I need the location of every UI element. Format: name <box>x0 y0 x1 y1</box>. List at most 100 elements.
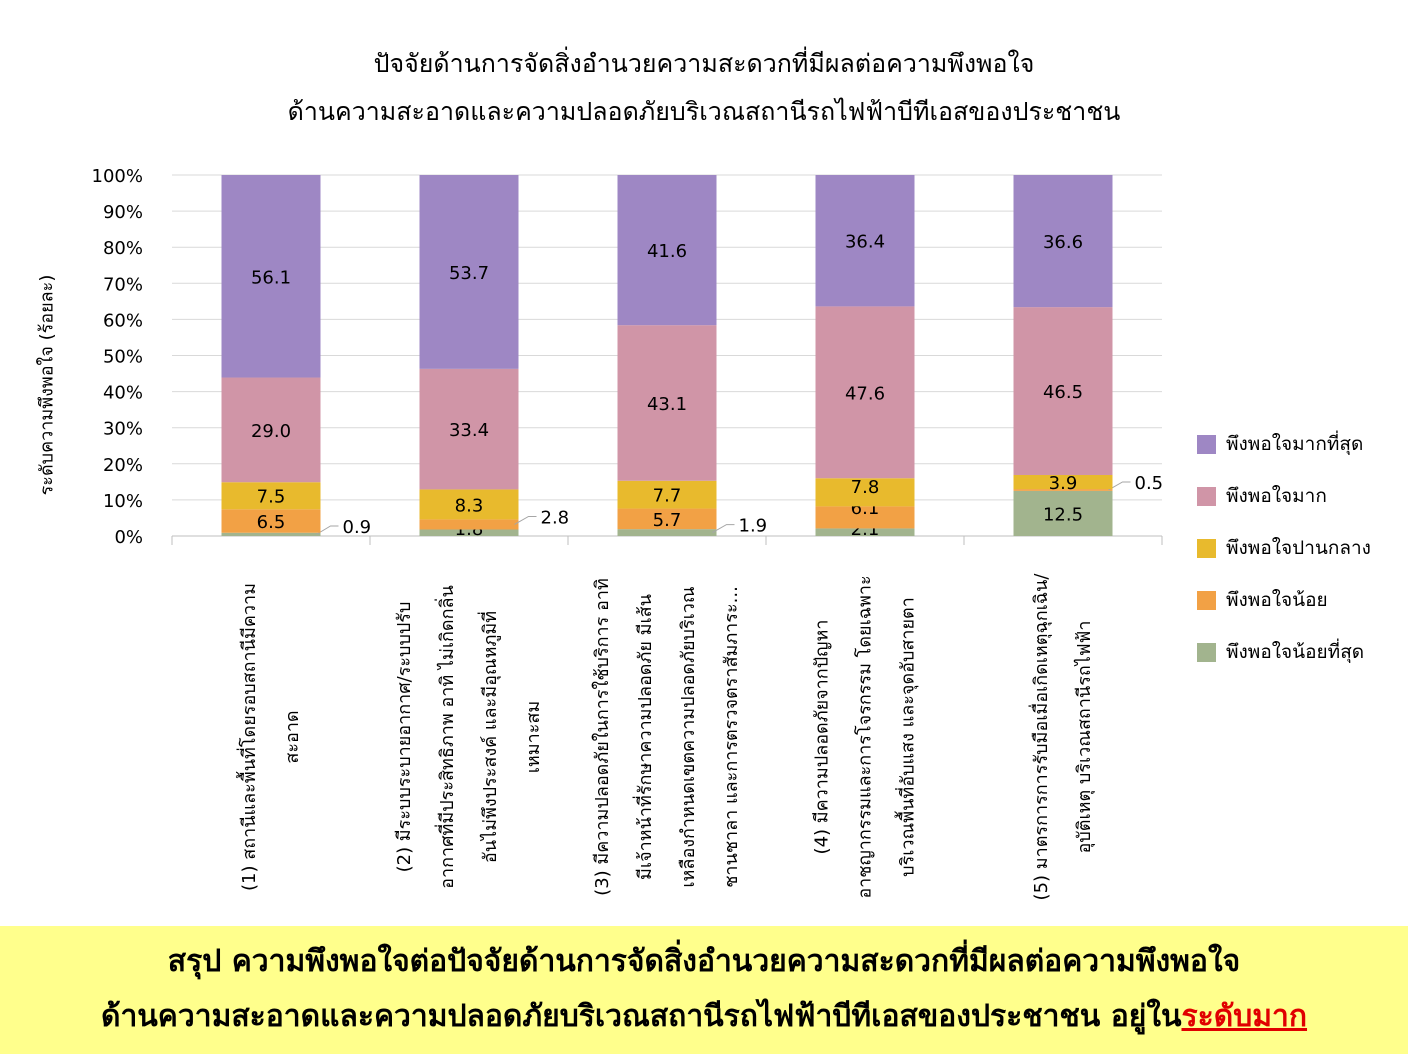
data-label: 8.3 <box>455 495 484 516</box>
x-category-label-line: เหมาะสม <box>523 700 544 774</box>
data-label: 0.9 <box>343 517 372 538</box>
callout-line <box>712 524 735 534</box>
bar-segment <box>419 519 519 530</box>
x-category-label-line: บริเวณพื้นที่อับแสง และจุดอับสายตา <box>897 597 919 877</box>
y-tick-label: 70% <box>103 274 143 295</box>
data-label: 46.5 <box>1043 382 1083 403</box>
y-tick-label: 80% <box>103 238 143 259</box>
legend-label: พึงพอใจมาก <box>1226 485 1327 507</box>
legend-swatch <box>1197 538 1216 558</box>
bar-segment <box>419 368 519 490</box>
summary-highlight: ระดับมาก <box>1181 999 1308 1034</box>
bar-segment <box>221 532 321 536</box>
legend-label: พึงพอใจมากที่สุด <box>1226 433 1364 455</box>
summary-line-2-text: ด้านความสะอาดและความปลอดภัยบริเวณสถานีรถ… <box>100 999 1182 1034</box>
bar-segment <box>617 529 717 536</box>
x-category-label-line: มีเจ้าหน้าที่รักษาความปลอดภัย มีเส้น <box>635 594 656 880</box>
y-tick-label: 90% <box>103 202 143 223</box>
data-label: 41.6 <box>647 241 687 262</box>
legend-swatch <box>1197 642 1216 662</box>
data-label: 7.8 <box>851 477 880 498</box>
x-category-label: (3) มีความปลอดภัยในการใช้บริการ อาทิ มีเจ… <box>581 554 753 920</box>
y-tick-label: 100% <box>92 166 143 187</box>
y-tick-label: 30% <box>103 419 143 440</box>
x-category-label-line: เหลืองกำหนดเขตความปลอดภัยบริเวณ <box>678 586 699 888</box>
data-label: 3.9 <box>1049 473 1078 494</box>
legend-item: พึงพอใจปานกลาง <box>1197 522 1371 574</box>
x-category-label-line: อันไม่พึงประสงค์ และมีอุณหภูมิที่ <box>480 610 501 864</box>
data-label: 12.5 <box>1043 504 1083 525</box>
legend-swatch <box>1197 434 1216 454</box>
data-label: 7.7 <box>653 486 682 507</box>
legend-swatch <box>1197 486 1216 506</box>
bar-segment <box>815 506 915 529</box>
bar-segment <box>617 480 717 509</box>
bar-segment <box>617 325 717 481</box>
legend: พึงพอใจมากที่สุดพึงพอใจมากพึงพอใจปานกลาง… <box>1197 418 1371 678</box>
bar-segment <box>815 306 915 479</box>
x-category-label-line: (5) มาตรการการรับมือเมื่อเกิดเหตุฉุกเฉิน… <box>1031 573 1052 901</box>
y-tick-label: 50% <box>103 347 143 368</box>
callout-line <box>316 525 339 535</box>
data-label: 6.5 <box>257 512 286 533</box>
summary-line-1: สรุป ความพึงพอใจต่อปัจจัยด้านการจัดสิ่งอ… <box>167 944 1241 979</box>
y-tick-label: 10% <box>103 491 143 512</box>
x-category-label-line: อาชญากรรมและการโจรกรรม โดยเฉพาะ <box>854 575 876 899</box>
bar-segment <box>1013 489 1113 491</box>
summary-banner: สรุป ความพึงพอใจต่อปัจจัยด้านการจัดสิ่งอ… <box>0 926 1408 1054</box>
bar-segment <box>617 508 717 530</box>
x-category-label-line: อากาศที่มีประสิทธิภาพ อาทิ ไม่เกิดกลิ่น <box>437 585 458 889</box>
legend-label: พึงพอใจน้อย <box>1226 589 1328 611</box>
data-label: 2.8 <box>541 507 570 528</box>
legend-label: พึงพอใจปานกลาง <box>1226 537 1371 559</box>
bar-segment <box>221 482 321 510</box>
bar-segment <box>221 377 321 483</box>
bar-segment <box>419 489 519 520</box>
legend-swatch <box>1197 590 1216 610</box>
x-category-label-line: (1) สถานีและพื้นที่โดยรอบสถานีมีความ <box>239 583 260 891</box>
bar-segment <box>1013 175 1113 308</box>
callout-line <box>1108 481 1131 491</box>
data-label: 0.5 <box>1135 473 1164 494</box>
bar-segment <box>419 175 519 369</box>
data-label: 29.0 <box>251 421 291 442</box>
x-category-label: (4) มีความปลอดภัยจากปัญหา อาชญากรรมและการ… <box>801 554 930 920</box>
legend-item: พึงพอใจมาก <box>1197 470 1371 522</box>
x-category-label: (2) มีระบบระบายอากาศ/ระบบปรับ อากาศที่มีป… <box>383 554 555 920</box>
bar-segment <box>617 175 717 326</box>
chart-title-line-2: ด้านความสะอาดและความปลอดภัยบริเวณสถานีรถ… <box>287 97 1121 126</box>
legend-item: พึงพอใจมากที่สุด <box>1197 418 1371 470</box>
data-label: 33.4 <box>449 420 489 441</box>
x-category-label: (5) มาตรการการรับมือเมื่อเกิดเหตุฉุกเฉิน… <box>1020 554 1106 920</box>
legend-item: พึงพอใจน้อย <box>1197 574 1371 626</box>
data-label: 36.4 <box>845 232 885 253</box>
x-category-label-line: ชานชาลา และการตรวจตราสัมภาระ... <box>721 586 742 888</box>
x-category-label: (1) สถานีและพื้นที่โดยรอบสถานีมีความ สะอา… <box>228 554 314 920</box>
data-label: 47.6 <box>845 383 885 404</box>
data-label: 43.1 <box>647 394 687 415</box>
y-tick-label: 0% <box>114 527 143 548</box>
bar-segment <box>1013 474 1113 490</box>
bar-segment <box>1013 307 1113 475</box>
legend-label: พึงพอใจน้อยที่สุด <box>1226 641 1365 663</box>
data-label: 53.7 <box>449 263 489 284</box>
x-category-label-line: อุบัติเหตุ บริเวณสถานีรถไฟฟ้า <box>1074 620 1095 854</box>
data-label: 5.7 <box>653 510 682 531</box>
bar-segment <box>1013 490 1113 536</box>
bar-segment <box>221 175 321 378</box>
y-tick-label: 40% <box>103 383 143 404</box>
bar-segment <box>815 175 915 307</box>
summary-line-2: ด้านความสะอาดและความปลอดภัยบริเวณสถานีรถ… <box>0 989 1408 1044</box>
x-category-label-line: (2) มีระบบระบายอากาศ/ระบบปรับ <box>394 601 415 873</box>
callout-line <box>514 515 537 525</box>
data-label: 7.5 <box>257 487 286 508</box>
x-category-label-line: (3) มีความปลอดภัยในการใช้บริการ อาทิ <box>592 578 613 896</box>
x-category-label-line: สะอาด <box>282 710 303 764</box>
stacked-bar-chart: 0% 10% 20% 30% 40% 50% 60% 70% 80% 90% 100% 0.9 6.5 7… <box>92 166 1164 548</box>
data-label: 36.6 <box>1043 232 1083 253</box>
bar-segment <box>815 478 915 507</box>
y-tick-label: 60% <box>103 310 143 331</box>
legend-item: พึงพอใจน้อยที่สุด <box>1197 626 1371 678</box>
data-label: 56.1 <box>251 267 291 288</box>
x-category-label-line: (4) มีความปลอดภัยจากปัญหา <box>811 619 833 855</box>
